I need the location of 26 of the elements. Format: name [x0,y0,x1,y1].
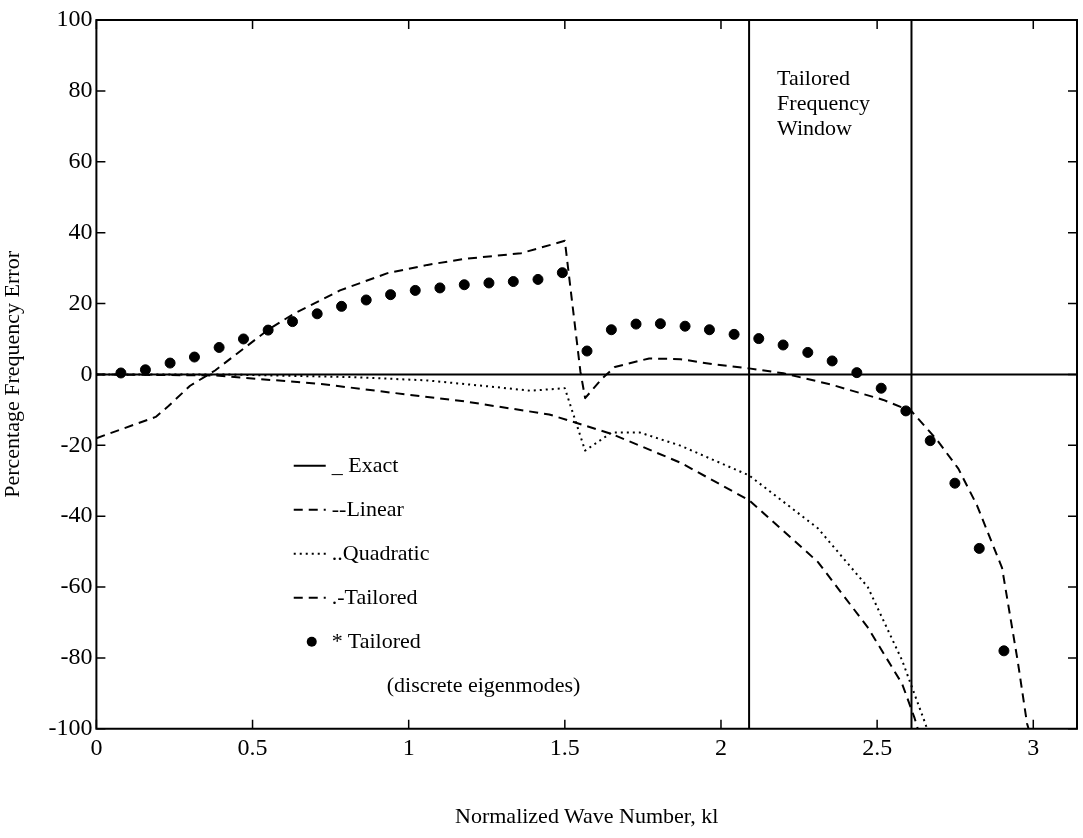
y-axis-title: Percentage Frequency Error [0,250,24,498]
legend-label: * Tailored [331,627,421,653]
annotation: (discrete eigenmodes) [386,671,581,697]
x-tick-label: 1 [402,734,415,761]
y-tick-label: 100 [56,5,93,32]
y-tick-label: -60 [60,572,93,599]
x-tick-label: 3 [1027,734,1040,761]
legend-label: --Linear [331,495,405,521]
x-tick-label: 0.5 [237,734,268,761]
x-tick-label: 2 [714,734,727,761]
y-tick-label: -80 [60,643,93,670]
legend-label: ..Quadratic [331,539,430,565]
x-tick-label: 1.5 [549,734,580,761]
annotation: Tailored Frequency Window [777,64,870,140]
y-tick-label: 80 [68,76,93,103]
legend-label: _ Exact [330,451,399,477]
y-tick-label: 0 [80,359,93,386]
x-axis-title: Normalized Wave Number, kl [455,802,719,828]
legend-label: .-Tailored [331,583,418,609]
y-tick-label: -100 [48,714,93,741]
y-tick-label: -20 [60,430,93,457]
y-tick-label: 60 [68,147,93,174]
y-tick-label: -40 [60,501,93,528]
y-tick-label: 20 [68,288,93,315]
x-tick-label: 2.5 [862,734,893,761]
y-tick-label: 40 [68,217,93,244]
